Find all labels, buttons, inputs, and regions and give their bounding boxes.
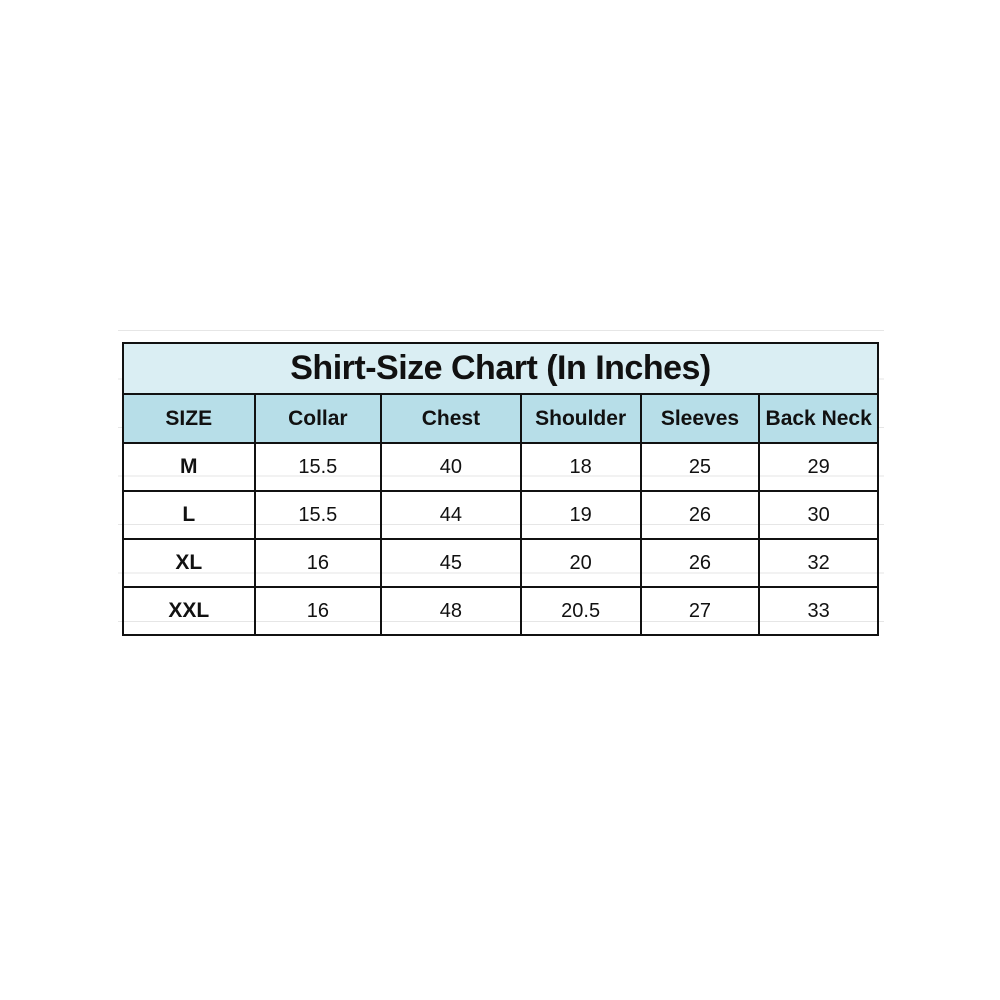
chart-title: Shirt-Size Chart (In Inches) <box>122 342 879 395</box>
column-header: Chest <box>380 393 522 444</box>
column-header: Sleeves <box>639 393 761 444</box>
table-row: XXL 16 48 20.5 27 33 <box>122 586 879 636</box>
measurement-cell: 26 <box>639 490 761 540</box>
size-chart-table: Shirt-Size Chart (In Inches) SIZE Collar C… <box>122 342 879 636</box>
measurement-cell: 48 <box>380 586 522 636</box>
measurement-cell: 45 <box>380 538 522 588</box>
size-cell: L <box>122 490 256 540</box>
measurement-cell: 20.5 <box>519 586 642 636</box>
table-row: XL 16 45 20 26 32 <box>122 538 879 588</box>
column-header: Collar <box>253 393 383 444</box>
size-cell: XL <box>122 538 256 588</box>
measurement-cell: 25 <box>639 442 761 492</box>
measurement-cell: 44 <box>380 490 522 540</box>
measurement-cell: 16 <box>253 538 383 588</box>
measurement-cell: 27 <box>639 586 761 636</box>
size-cell: XXL <box>122 586 256 636</box>
column-header: SIZE <box>122 393 256 444</box>
measurement-cell: 20 <box>519 538 642 588</box>
column-header: Shoulder <box>519 393 642 444</box>
measurement-cell: 33 <box>758 586 879 636</box>
measurement-cell: 15.5 <box>253 490 383 540</box>
measurement-cell: 18 <box>519 442 642 492</box>
measurement-cell: 40 <box>380 442 522 492</box>
table-row: M 15.5 40 18 25 29 <box>122 442 879 492</box>
column-header: Back Neck <box>758 393 879 444</box>
measurement-cell: 30 <box>758 490 879 540</box>
table-row: L 15.5 44 19 26 30 <box>122 490 879 540</box>
measurement-cell: 26 <box>639 538 761 588</box>
measurement-cell: 16 <box>253 586 383 636</box>
measurement-cell: 32 <box>758 538 879 588</box>
size-cell: M <box>122 442 256 492</box>
measurement-cell: 29 <box>758 442 879 492</box>
measurement-cell: 15.5 <box>253 442 383 492</box>
measurement-cell: 19 <box>519 490 642 540</box>
header-row: SIZE Collar Chest Shoulder Sleeves Back Neck <box>122 393 879 444</box>
